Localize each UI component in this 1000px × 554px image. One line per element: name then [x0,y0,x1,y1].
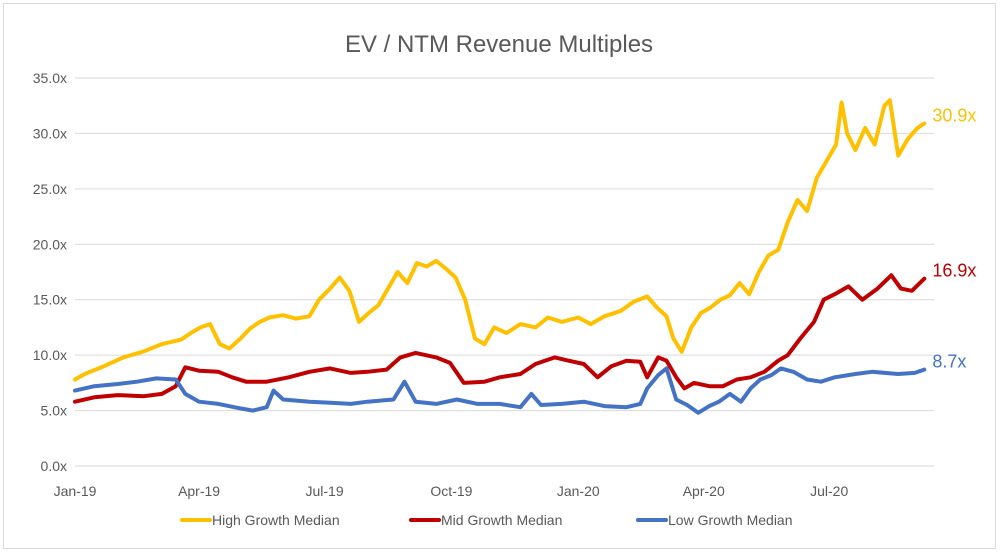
y-tick-label: 30.0x [33,125,67,141]
chart-frame: EV / NTM Revenue Multiples 0.0x 5.0x 10.0x… [3,3,996,549]
legend-label: Mid Growth Median [441,512,562,528]
legend-label: High Growth Median [212,512,340,528]
series-line [73,273,927,404]
y-tick-label: 0.0x [41,458,67,474]
gridlines [75,77,934,467]
y-tick-label: 15.0x [33,292,67,308]
end-label: 16.9x [932,261,976,281]
x-tick-label: Apr-20 [683,483,725,499]
x-tick-label: Jul-19 [305,483,343,499]
chart-title: EV / NTM Revenue Multiples [345,31,653,58]
line-chart: EV / NTM Revenue Multiples 0.0x 5.0x 10.0x… [33,31,977,528]
x-tick-label: Oct-19 [430,483,472,499]
end-label: 8.7x [932,352,966,372]
x-tick-label: Jul-20 [810,483,848,499]
end-label: 30.9x [932,105,976,125]
y-tick-label: 10.0x [33,347,67,363]
x-tick-label: Apr-19 [178,483,220,499]
end-labels: 30.9x 16.9x 8.7x [932,105,976,371]
x-axis: Jan-19 Apr-19 Jul-19 Oct-19 Jan-20 Apr-20 Jul-… [54,483,849,499]
series-line [73,366,927,415]
y-tick-label: 35.0x [33,70,67,86]
x-tick-label: Jan-20 [557,483,600,499]
x-tick-label: Jan-19 [54,483,97,499]
series-line [73,98,927,382]
legend-label: Low Growth Median [668,512,793,528]
y-tick-label: 25.0x [33,181,67,197]
series-lines [73,98,927,415]
y-axis-ticks: 0.0x 5.0x 10.0x 15.0x 20.0x 25.0x 30.0x 35.0x [33,70,67,474]
legend: High Growth Median Mid Growth Median Low G… [180,512,793,528]
y-tick-label: 5.0x [41,403,67,419]
y-tick-label: 20.0x [33,236,67,252]
